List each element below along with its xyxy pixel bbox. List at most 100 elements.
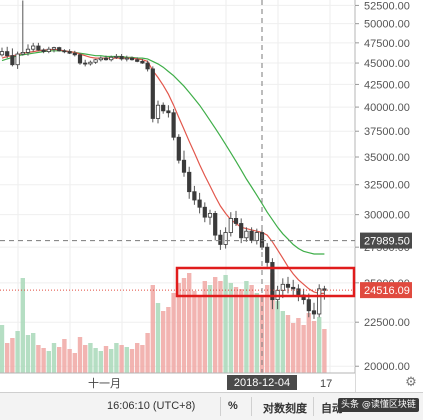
volume-bar: [239, 289, 244, 373]
candle-body: [62, 50, 67, 53]
candle-body: [25, 48, 31, 53]
candlestick: [72, 50, 77, 57]
volume-bar: [202, 281, 207, 373]
y-tick-label: 37500.00: [364, 126, 410, 138]
volume-bar: [322, 329, 327, 373]
crosshair-date-label: 2018-12-04: [234, 377, 290, 389]
volume-bar: [270, 273, 275, 373]
candlestick: [103, 55, 109, 61]
candlestick: [83, 59, 88, 67]
auto-scale-toggle[interactable]: 自动: [321, 403, 343, 415]
volume-bar: [20, 278, 25, 373]
volume-series: [0, 273, 327, 373]
moving-average-short: [1, 48, 325, 294]
y-axis: 52500.00 50000.00 47500.00 45000.00 42500.00…: [354, 0, 423, 392]
gear-icon[interactable]: ⚙: [405, 375, 417, 390]
candlestick: [15, 51, 20, 69]
volume-bar: [10, 338, 15, 373]
volume-bar: [311, 321, 317, 373]
price-chart[interactable]: 52500.00 50000.00 47500.00 45000.00 42500.00…: [0, 0, 423, 392]
percent-scale-toggle[interactable]: %: [228, 400, 238, 412]
candle-body: [181, 159, 187, 173]
last-price-label: 24516.09: [364, 285, 410, 297]
volume-bar: [31, 333, 36, 373]
candlestick-series: [0, 0, 327, 319]
candle-body: [15, 53, 20, 66]
volume-bar: [213, 277, 218, 373]
volume-bar: [129, 349, 135, 373]
candle-body: [218, 234, 223, 245]
candlestick: [187, 166, 192, 199]
candle-body: [187, 171, 192, 193]
candlestick: [93, 58, 98, 64]
volume-bar: [150, 285, 155, 373]
crosshair-date-tag-bg: [227, 375, 297, 390]
volume-bar: [41, 348, 46, 373]
volume-bar: [155, 303, 161, 373]
candle-body: [166, 110, 171, 114]
candle-body: [0, 51, 5, 56]
candlestick: [228, 212, 233, 237]
candlestick: [41, 48, 46, 54]
candle-body: [233, 218, 239, 224]
x-tick-label: 十一月: [88, 376, 121, 390]
moving-average-long: [1, 50, 325, 255]
volume-bar: [176, 283, 181, 373]
candlestick: [233, 210, 239, 227]
volume-bar: [103, 346, 109, 373]
candlestick: [46, 46, 51, 54]
candle-body: [103, 57, 109, 61]
candle-body: [124, 57, 129, 60]
candle-body: [5, 51, 10, 57]
volume-bar: [265, 285, 270, 373]
candlestick: [10, 48, 15, 67]
x-axis-background: [0, 373, 355, 392]
volume-bar: [228, 283, 233, 373]
y-tick-label: 40000.00: [364, 102, 410, 114]
last-price-tag-bg: [360, 282, 412, 299]
candlestick: [155, 100, 161, 124]
volume-bar: [166, 307, 171, 373]
candle-body: [265, 246, 270, 263]
candle-body: [197, 199, 202, 208]
y-tick-label: 50000.00: [364, 19, 410, 31]
volume-bar: [119, 345, 124, 373]
volume-bar: [140, 345, 145, 373]
x-tick-label: 17: [320, 378, 332, 390]
candlestick: [77, 53, 83, 65]
y-tick-label: 35000.00: [364, 152, 410, 164]
y-tick-label: 20000.00: [364, 361, 410, 373]
watermark: 头条 @读懂区块链: [338, 398, 419, 412]
crosshair-price-tag-bg: [360, 232, 412, 249]
volume-bar: [301, 325, 306, 373]
candlestick: [207, 209, 213, 225]
volume-bar: [192, 291, 197, 373]
volume-bar: [161, 311, 166, 373]
candle-body: [171, 112, 176, 138]
volume-bar: [72, 353, 77, 373]
candle-body: [119, 56, 124, 60]
candlestick: [239, 218, 244, 244]
candlestick: [129, 56, 135, 61]
candlestick: [119, 54, 124, 61]
volume-bar: [109, 349, 114, 373]
candlestick: [67, 49, 72, 55]
chart-footer-toolbar: 16:06:10 (UTC+8) % 对数刻度 自动: [0, 392, 423, 420]
candle-body: [254, 232, 259, 241]
volume-bar: [306, 313, 311, 373]
candlestick: [62, 49, 67, 54]
y-tick-label: 32500.00: [364, 180, 410, 192]
candle-body: [109, 56, 114, 61]
volume-bar: [285, 315, 291, 373]
volume-bar: [223, 275, 228, 373]
y-axis-background: [355, 0, 423, 392]
volume-bar: [171, 293, 176, 373]
candle-body: [20, 52, 25, 55]
volume-bar: [135, 343, 140, 373]
candlestick: [322, 285, 327, 300]
volume-bar: [114, 343, 119, 373]
log-scale-toggle[interactable]: 对数刻度: [263, 403, 307, 415]
candlestick: [218, 229, 223, 250]
volume-bar: [233, 287, 239, 373]
candle-body: [176, 136, 181, 161]
